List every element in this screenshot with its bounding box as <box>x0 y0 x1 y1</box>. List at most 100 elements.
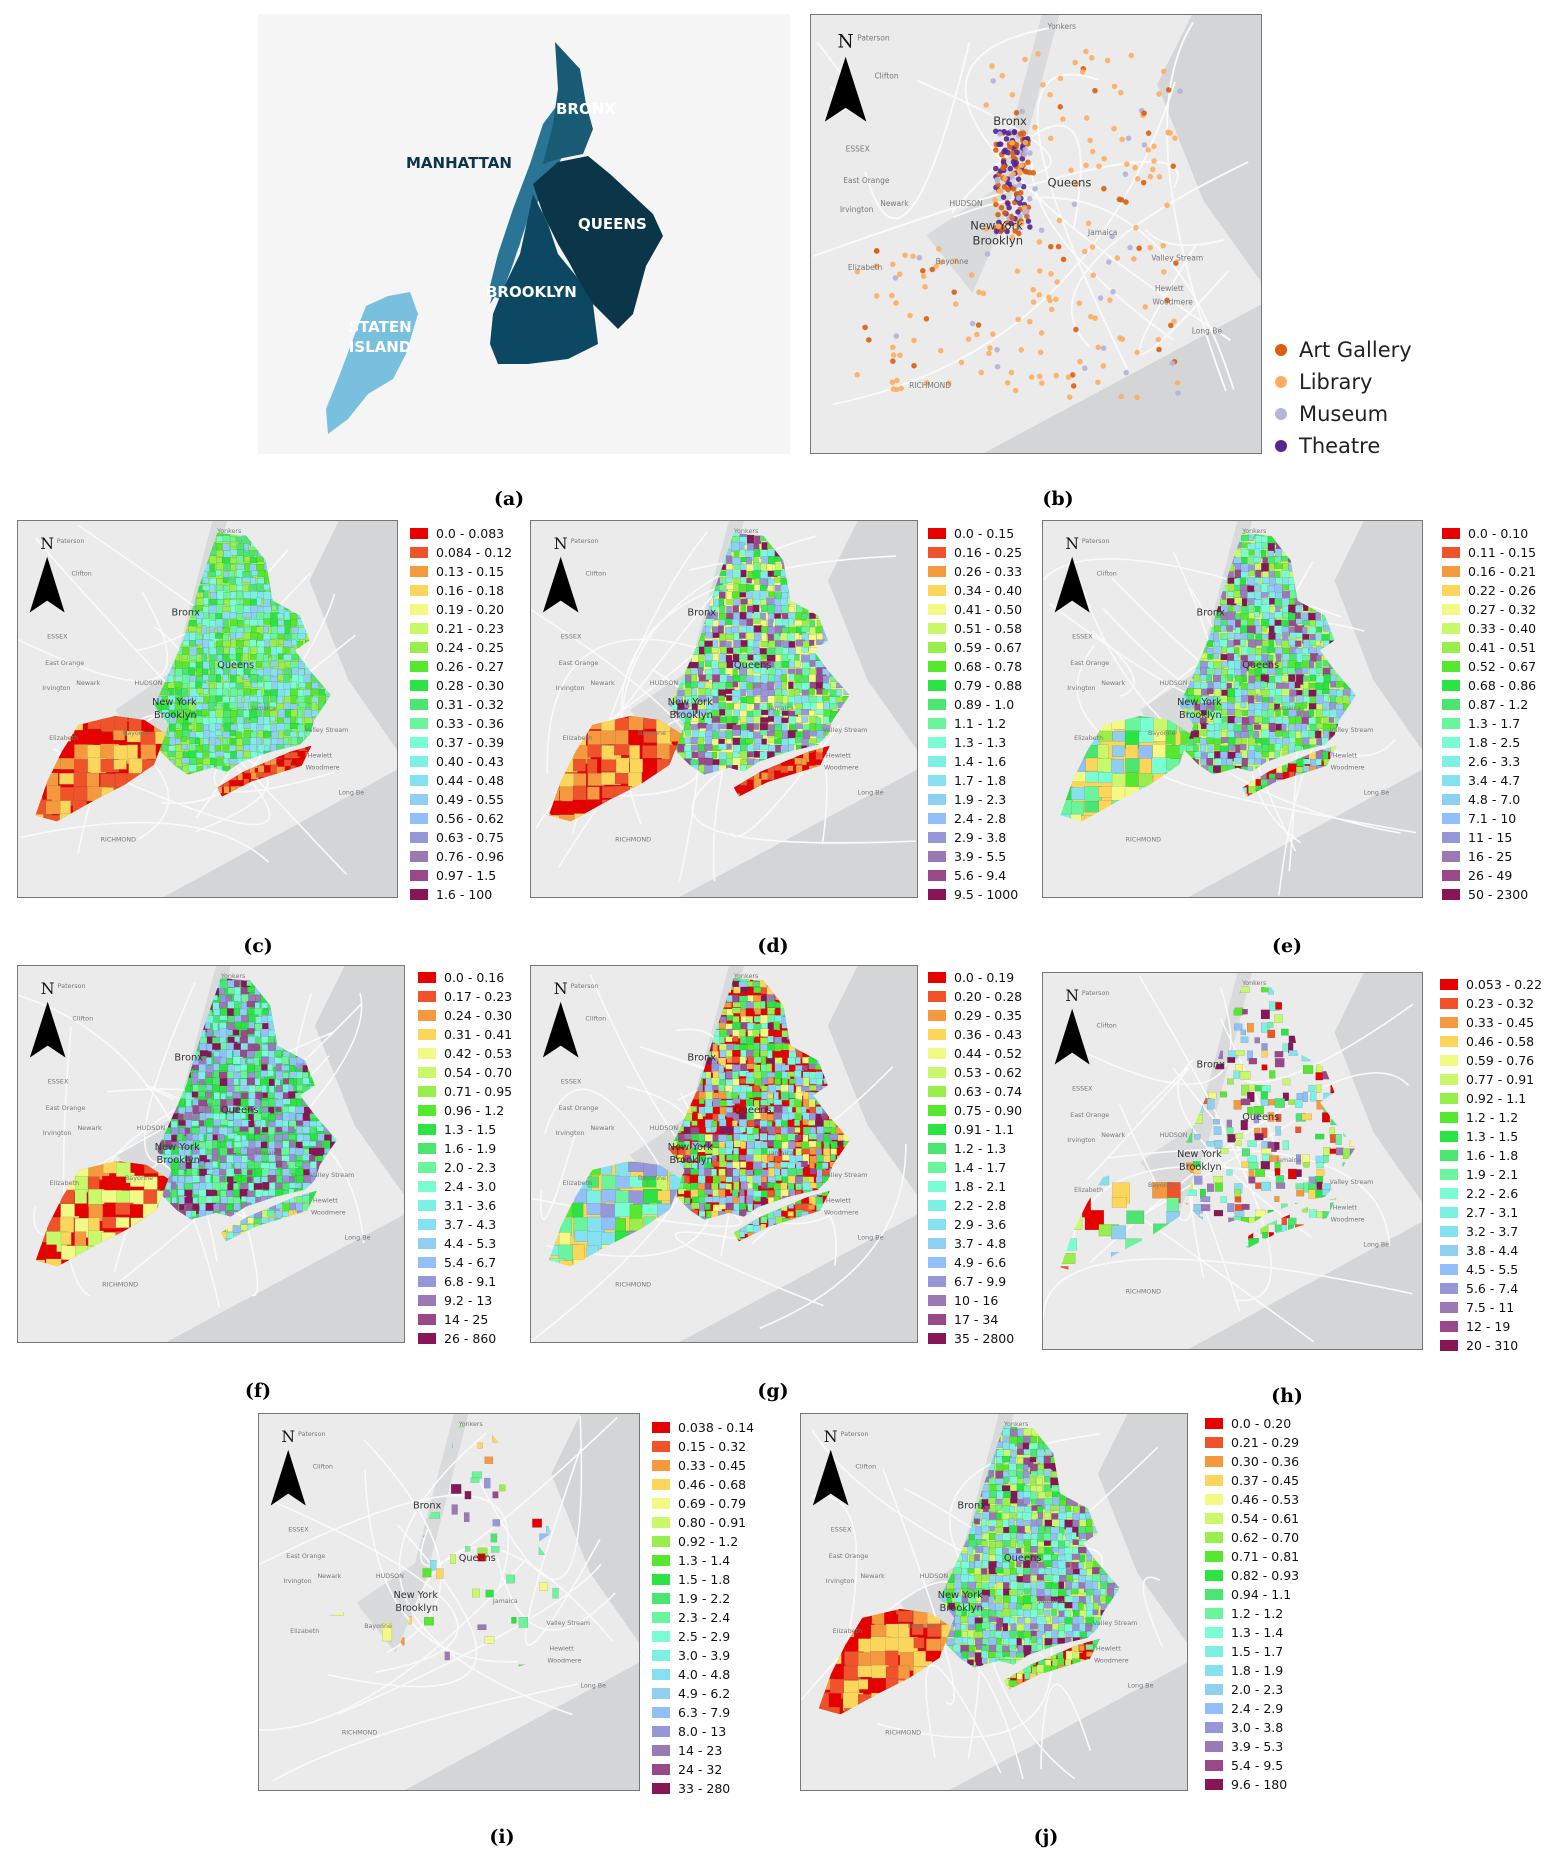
poi-point <box>1156 173 1163 180</box>
poi-point <box>986 350 992 357</box>
tract <box>310 688 320 696</box>
poi-point <box>1155 336 1162 343</box>
tract <box>217 626 223 633</box>
tract <box>242 577 252 583</box>
tract <box>256 556 265 562</box>
tract <box>181 736 187 742</box>
tract <box>291 626 300 635</box>
poi-point <box>1015 316 1021 323</box>
tract <box>290 695 297 705</box>
poi-point <box>1036 373 1043 380</box>
tract <box>243 750 251 758</box>
poi-point <box>1048 243 1054 250</box>
borough-bronx <box>543 42 593 164</box>
tract <box>182 640 190 647</box>
tract <box>222 674 229 682</box>
poi-legend: Art Gallery Library Museum Theatre <box>1275 334 1412 462</box>
poi-point <box>897 352 903 359</box>
tract <box>181 757 190 764</box>
poi-point <box>1002 210 1008 216</box>
poi-point <box>1017 189 1024 196</box>
tract <box>209 654 218 661</box>
tract <box>223 592 232 599</box>
tract <box>202 751 211 758</box>
tract <box>230 709 237 717</box>
tract <box>249 639 257 648</box>
poi-point <box>1136 245 1142 251</box>
borough-label-brooklyn: BROOKLYN <box>486 283 577 301</box>
tract <box>196 723 204 732</box>
tract <box>208 640 215 649</box>
poi-point <box>910 253 916 260</box>
poi-point <box>1025 218 1032 224</box>
tract <box>216 550 224 557</box>
hudson-water <box>115 521 227 760</box>
poi-point <box>969 320 976 327</box>
borough-map: MANHATTAN BRONX QUEENS BROOKLYN STATEN I… <box>258 14 790 454</box>
poi-point <box>998 188 1004 195</box>
tract <box>169 724 176 732</box>
poi-point <box>1141 110 1147 116</box>
poi-point <box>1081 365 1088 372</box>
poi-point <box>1030 299 1037 305</box>
poi-point <box>1021 151 1028 158</box>
tract <box>283 737 290 745</box>
poi-point <box>1092 315 1098 321</box>
tract <box>249 661 256 669</box>
poi-point <box>984 251 991 257</box>
poi-point <box>1125 135 1132 142</box>
tract <box>215 613 222 620</box>
poi-point <box>1054 279 1060 285</box>
tract <box>235 604 244 614</box>
poi-point <box>1009 215 1015 221</box>
borough-staten-island <box>326 292 418 434</box>
poi-point <box>1004 380 1011 386</box>
poi-point <box>873 248 880 254</box>
tract <box>230 717 238 724</box>
tract <box>269 702 277 708</box>
tract <box>243 605 252 613</box>
poi-point <box>1081 248 1088 255</box>
poi-point <box>1039 380 1045 386</box>
poi-point <box>1022 168 1029 175</box>
poi-point <box>1177 88 1183 94</box>
tract <box>201 653 207 663</box>
poi-point <box>1055 243 1062 250</box>
poi-point <box>1056 217 1063 224</box>
poi-point <box>1083 115 1090 121</box>
place-label: New York <box>970 218 1023 232</box>
poi-point <box>1131 256 1137 262</box>
legend-item: Theatre <box>1275 430 1412 462</box>
poi-point <box>1015 195 1022 201</box>
poi-point <box>978 369 985 376</box>
place-label: Irvington <box>840 205 874 214</box>
place-label: RICHMOND <box>909 381 951 390</box>
theatre-dot-icon <box>1275 440 1287 452</box>
poi-point <box>933 263 940 269</box>
tract <box>167 675 174 683</box>
tract <box>188 764 197 772</box>
tract <box>236 738 244 746</box>
poi-point <box>1077 358 1083 365</box>
poi-point <box>1089 148 1096 155</box>
poi-point <box>1019 156 1026 162</box>
poi-point <box>1133 224 1139 231</box>
poi-point <box>1001 128 1007 135</box>
poi-point <box>994 176 1000 183</box>
poi-point <box>1016 168 1023 174</box>
poi-point <box>1173 260 1179 266</box>
tract <box>209 583 216 593</box>
tract <box>181 744 188 750</box>
tract <box>283 674 290 683</box>
tract <box>236 555 244 564</box>
tract <box>271 605 277 611</box>
poi-point <box>1090 272 1097 278</box>
tract <box>297 708 303 719</box>
poi-point <box>1000 159 1007 165</box>
poi-point <box>992 128 999 135</box>
poi-point <box>1008 369 1015 376</box>
poi-point <box>1160 242 1166 249</box>
poi-point <box>1134 176 1141 182</box>
poi-point <box>952 301 959 307</box>
tract <box>188 717 195 723</box>
